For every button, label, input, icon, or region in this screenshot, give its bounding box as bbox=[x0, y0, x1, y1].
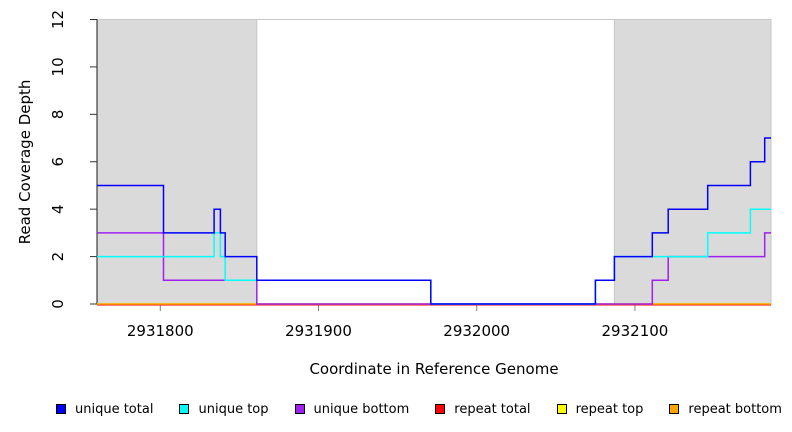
legend-swatch-repeat-total bbox=[435, 404, 446, 414]
legend-label: repeat total bbox=[454, 401, 531, 417]
repeat-region-right bbox=[613, 19, 772, 305]
repeat-shaded-regions bbox=[96, 19, 772, 305]
series-line-unique-bottom bbox=[97, 232, 771, 305]
y-tick-label: 2 bbox=[49, 252, 67, 262]
x-axis-title: Coordinate in Reference Genome bbox=[309, 360, 558, 378]
legend-item-repeat-top: repeat top bbox=[556, 401, 644, 417]
legend-label: repeat top bbox=[575, 401, 644, 417]
legend-item-repeat-total: repeat total bbox=[435, 401, 531, 417]
legend: unique total unique top unique bottom repea… bbox=[56, 396, 782, 422]
y-tick-label: 0 bbox=[49, 299, 67, 309]
x-tick-label: 2932000 bbox=[443, 322, 510, 340]
legend-swatch-unique-bottom bbox=[294, 404, 305, 414]
x-axis-ticks: 2931800 2931900 2932000 2932100 bbox=[127, 304, 668, 340]
x-tick-label: 2931900 bbox=[285, 322, 352, 340]
legend-swatch-repeat-bottom bbox=[669, 404, 680, 414]
legend-swatch-unique-top bbox=[179, 404, 190, 414]
legend-swatch-unique-total bbox=[56, 404, 66, 414]
series-line-unique-total bbox=[97, 137, 771, 305]
y-tick-label: 6 bbox=[49, 157, 67, 167]
coverage-series-lines bbox=[97, 137, 771, 306]
y-tick-label: 12 bbox=[49, 10, 67, 29]
legend-swatch-repeat-top bbox=[556, 404, 567, 414]
legend-label: unique top bbox=[198, 401, 269, 417]
legend-label: unique bottom bbox=[313, 401, 410, 417]
y-tick-label: 10 bbox=[49, 57, 67, 76]
x-tick-label: 2931800 bbox=[127, 322, 194, 340]
x-tick-label: 2932100 bbox=[602, 322, 669, 340]
legend-label: unique total bbox=[75, 401, 154, 417]
legend-label: repeat bottom bbox=[688, 401, 782, 417]
legend-item-unique-bottom: unique bottom bbox=[294, 401, 410, 417]
y-tick-label: 8 bbox=[49, 110, 67, 120]
y-axis-title: Read Coverage Depth bbox=[16, 80, 34, 245]
y-tick-label: 4 bbox=[49, 204, 67, 214]
repeat-region-left bbox=[96, 19, 258, 305]
legend-item-repeat-bottom: repeat bottom bbox=[669, 402, 782, 417]
y-axis-ticks: 0 2 4 6 8 10 12 bbox=[49, 10, 97, 309]
legend-item-unique-total: unique total bbox=[56, 402, 153, 417]
legend-item-unique-top: unique top bbox=[179, 401, 269, 417]
